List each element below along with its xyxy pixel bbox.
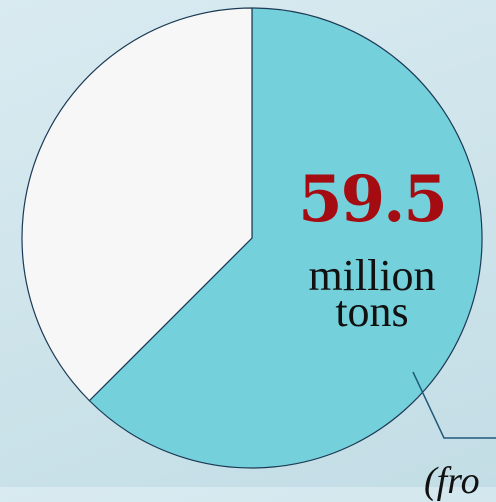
pie-slice-highlighted [88, 7, 483, 469]
callout-text: (fro [424, 460, 480, 502]
highlight-unit-line1: million [308, 251, 436, 300]
leader-line [412, 371, 496, 439]
pie-slice-other [21, 7, 253, 402]
highlight-value: 59.5 [298, 162, 448, 237]
highlight-unit: million tons [282, 251, 462, 336]
highlight-unit-line2: tons [335, 287, 409, 336]
pie-chart [21, 7, 496, 469]
